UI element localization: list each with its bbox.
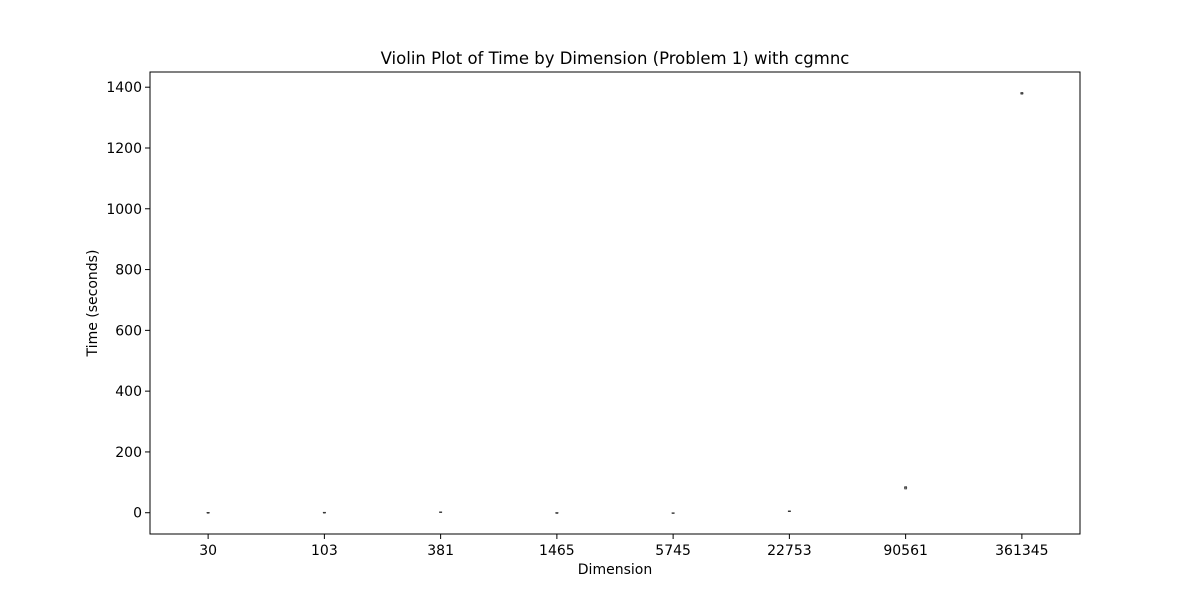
y-tick-label: 800 [115, 263, 142, 279]
y-tick-label: 1200 [106, 141, 142, 157]
x-tick-label: 361345 [995, 543, 1048, 559]
y-tick-label: 200 [115, 445, 142, 461]
plot-frame [149, 71, 1081, 535]
x-tick-label: 1465 [539, 543, 575, 559]
x-tick-label: 30 [199, 543, 217, 559]
y-axis: 0 200 400 600 800 1000 1200 1400 [106, 80, 150, 522]
x-axis-title: Dimension [578, 562, 652, 578]
x-tick-label: 381 [427, 543, 454, 559]
y-axis-title: Time (seconds) [85, 250, 101, 358]
x-tick-label: 22753 [767, 543, 812, 559]
x-tick-label: 90561 [883, 543, 928, 559]
y-tick-label: 400 [115, 384, 142, 400]
x-axis: 30 103 381 1465 5745 22753 90561 361345 [199, 534, 1049, 559]
chart-title: Violin Plot of Time by Dimension (Proble… [381, 49, 850, 68]
violin-group [206, 92, 1024, 514]
y-tick-label: 0 [133, 506, 142, 522]
x-tick-label: 103 [311, 543, 338, 559]
y-tick-label: 1400 [106, 80, 142, 96]
y-tick-label: 1000 [106, 202, 142, 218]
y-tick-label: 600 [115, 323, 142, 339]
x-tick-label: 5745 [655, 543, 691, 559]
